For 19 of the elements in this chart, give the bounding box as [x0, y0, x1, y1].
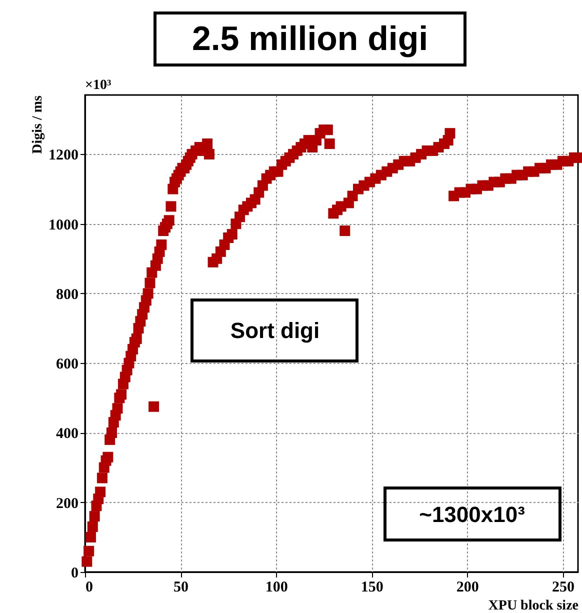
- chart-title: 2.5 million digi: [192, 20, 428, 58]
- text: ×10³: [85, 78, 112, 93]
- y-tick-label: 600: [56, 356, 78, 373]
- annotation: ~1300x10³: [419, 502, 525, 527]
- x-tick-label: 0: [86, 580, 93, 596]
- x-tick-label: 200: [456, 580, 479, 596]
- y-tick-label: 400: [56, 426, 78, 442]
- annotation: Sort digi: [230, 318, 320, 343]
- y-tick-label: 1000: [48, 217, 78, 234]
- y-tick-label: 0: [71, 566, 78, 582]
- y-axis-title: Digis / ms: [30, 94, 46, 154]
- y-tick-label: 1200: [48, 148, 78, 164]
- x-tick-label: 50: [174, 580, 189, 596]
- x-tick-label: 150: [360, 580, 384, 596]
- y-tick-label: 200: [56, 496, 78, 512]
- x-axis-title: XPU block size: [488, 598, 578, 613]
- x-tick-label: 250: [552, 580, 574, 596]
- x-tick-label: 100: [265, 580, 288, 596]
- y-tick-label: 800: [56, 286, 78, 303]
